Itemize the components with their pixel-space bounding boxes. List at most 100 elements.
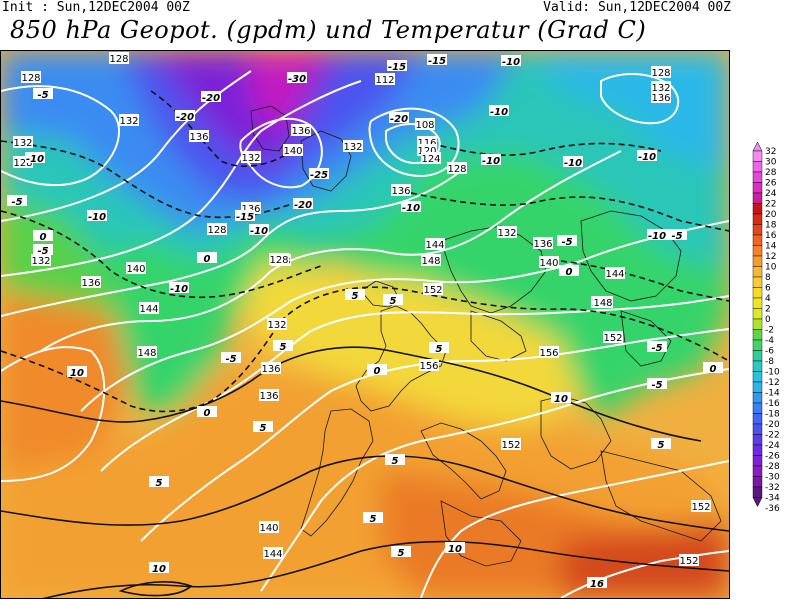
legend-swatch: [752, 434, 763, 446]
temperature-label: 5: [156, 478, 163, 489]
temperature-label: 5: [260, 423, 267, 434]
geopotential-label: 128: [109, 54, 128, 65]
temperature-label: -10: [88, 212, 106, 223]
legend-swatch: [752, 381, 763, 393]
temperature-label: -10: [250, 226, 268, 237]
legend-swatch: [752, 297, 763, 309]
geopotential-label: 136: [651, 93, 670, 104]
legend-swatch: [752, 444, 763, 456]
legend-swatch: [752, 276, 763, 288]
geopotential-label: 108: [415, 120, 434, 131]
temperature-label: 5: [352, 291, 359, 302]
geopotential-label: 136: [291, 126, 310, 137]
temperature-label: -10: [26, 154, 44, 165]
temperature-label: -5: [11, 197, 22, 208]
legend-swatch: [752, 423, 763, 435]
legend-tick-label: 6: [765, 284, 771, 294]
legend-swatch: [752, 266, 763, 278]
legend-swatch: [752, 171, 763, 183]
geopotential-label: 116: [417, 138, 436, 149]
geopotential-label: 128: [13, 158, 32, 169]
geopotential-label: 140: [283, 146, 302, 157]
legend-swatch: [752, 371, 763, 383]
temperature-label: 10: [554, 394, 568, 405]
legend-tick-label: -10: [765, 368, 780, 378]
temperature-label-group: -5 -10 -5 -10 -20 -20 -30 -25 -20 -15 -1…: [7, 54, 723, 590]
legend-tick-label: -16: [765, 399, 780, 409]
legend-swatch: [752, 213, 763, 225]
legend-swatch: [752, 245, 763, 257]
geopotential-label: 128: [21, 73, 40, 84]
geopotential-label: 156: [419, 361, 438, 372]
legend-swatches: [752, 141, 763, 508]
legend-arrow-bottom: [752, 497, 763, 508]
legend-tick-label: 18: [765, 221, 777, 231]
legend-swatch: [752, 455, 763, 467]
map-canvas: 128 128 132 132 136 136 132 140 136 136 …: [1, 51, 729, 598]
legend-tick-label: -28: [765, 462, 780, 472]
temperature-label: -5: [37, 246, 48, 257]
legend-tick-label: 26: [765, 179, 777, 189]
temperature-label: -5: [561, 237, 572, 248]
legend-tick-label: 0: [765, 315, 771, 325]
geopotential-label: 144: [263, 549, 282, 560]
geopotential-label: 136: [241, 204, 260, 215]
geopotential-label: 152: [501, 440, 520, 451]
valid-time-label: Valid: Sun,12DEC2004 00Z: [543, 0, 731, 15]
geopotential-label: 136: [189, 132, 208, 143]
legend-swatch: [752, 339, 763, 351]
legend-tick-label: 12: [765, 252, 776, 262]
temperature-label: -15: [388, 62, 406, 73]
geopotential-label: 144: [139, 304, 158, 315]
legend-tick-label: -6: [765, 347, 774, 357]
temperature-label: 0: [204, 254, 211, 265]
legend-swatch: [752, 203, 763, 215]
legend-tick-label: -32: [765, 483, 780, 493]
geopotential-label: 148: [137, 348, 156, 359]
legend-swatch: [752, 350, 763, 362]
temperature-label: 0: [40, 232, 47, 243]
legend-tick-label: -2: [765, 326, 774, 336]
geopotential-label: 124: [421, 154, 440, 165]
legend-tick-label: -36: [765, 504, 780, 514]
temperature-label: -20: [294, 200, 312, 211]
legend-swatch: [752, 234, 763, 246]
legend-tick-label: 8: [765, 273, 771, 283]
legend-swatch: [752, 465, 763, 477]
temperature-label: 0: [204, 408, 211, 419]
legend-tick-label: -34: [765, 494, 780, 504]
legend-tick-label: -12: [765, 378, 780, 388]
geopotential-label: 132: [119, 116, 138, 127]
geopotential-label: 152: [603, 333, 622, 344]
legend-tick-label: -30: [765, 473, 780, 483]
legend-tick-label: -24: [765, 441, 780, 451]
geopotential-isolines: [1, 70, 729, 598]
temperature-label: -10: [402, 203, 420, 214]
geopotential-label: 128: [207, 225, 226, 236]
temperature-label: 5: [658, 440, 665, 451]
temperature-label: -10: [170, 284, 188, 295]
init-time-label: Init : Sun,12DEC2004 00Z: [2, 0, 190, 15]
geopotential-label: 136: [261, 364, 280, 375]
geopotential-label: 140: [126, 264, 145, 275]
geopotential-label: 128: [651, 68, 670, 79]
legend-tick-label: 30: [765, 158, 777, 168]
temperature-label: -5: [37, 90, 48, 101]
map-title: 850 hPa Geopot. (gpdm) und Temperatur (G…: [10, 16, 647, 44]
geopotential-label: 152: [423, 285, 442, 296]
geopotential-label: 140: [259, 523, 278, 534]
geopotential-label: 132: [13, 138, 32, 149]
legend-tick-label: 4: [765, 294, 771, 304]
geopotential-label: 152: [679, 556, 698, 567]
legend-swatch: [752, 329, 763, 341]
temperature-label: -10: [482, 156, 500, 167]
legend-tick-label: 20: [765, 210, 777, 220]
geopotential-label: 148: [593, 298, 612, 309]
geopotential-label: 132: [497, 228, 516, 239]
temperature-color-legend: 32302826242220181614121086420-2-4-6-8-10…: [752, 141, 780, 514]
temperature-label: 5: [280, 342, 287, 353]
legend-swatch: [752, 413, 763, 425]
geopotential-label: 132: [31, 256, 50, 267]
temperature-label: 10: [70, 368, 84, 379]
geopotential-label: 156: [539, 348, 558, 359]
